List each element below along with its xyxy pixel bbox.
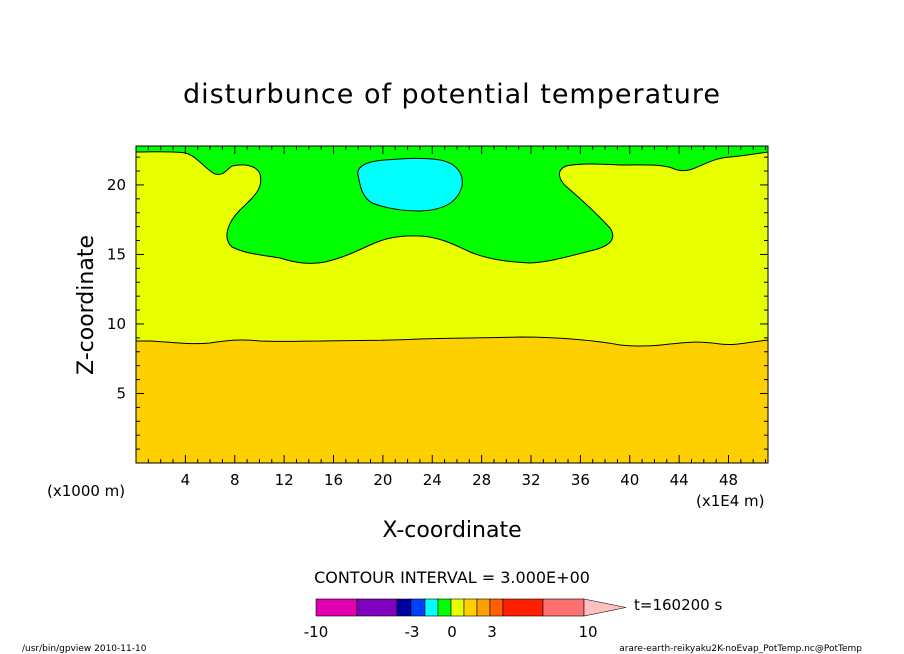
- x-tick-label: 12: [275, 471, 294, 489]
- x-tick-label: 20: [373, 471, 392, 489]
- colorbar-segment: [315, 598, 358, 617]
- x-tick-label: 44: [670, 471, 689, 489]
- y-tick-label: 10: [107, 315, 126, 333]
- x-tick-label: 48: [719, 471, 738, 489]
- colorbar-segment: [356, 598, 398, 617]
- x-tick-label: 36: [571, 471, 590, 489]
- contour-region-green: [135, 145, 769, 264]
- chart-title: disturbunce of potential temperature: [183, 79, 721, 110]
- colorbar-segment: [463, 598, 478, 617]
- x-tick-label: 16: [324, 471, 343, 489]
- colorbar-segment: [489, 598, 504, 617]
- x-tick-label: 4: [181, 471, 191, 489]
- x-tick-label: 40: [620, 471, 639, 489]
- y-unit-note: (x1000 m): [47, 482, 125, 500]
- colorbar: -10 -3 0 3 10: [304, 598, 627, 641]
- y-tick-label: 20: [107, 176, 126, 194]
- y-axis-label: Z-coordinate: [74, 235, 99, 375]
- colorbar-label: 3: [487, 623, 497, 641]
- contour-interval-text: CONTOUR INTERVAL = 3.000E+00: [314, 568, 590, 587]
- colorbar-label: 10: [578, 623, 597, 641]
- colorbar-segment: [410, 598, 426, 617]
- plot-frame: [135, 145, 769, 464]
- colorbar-segment: [396, 598, 412, 617]
- x-unit-note: (x1E4 m): [696, 492, 765, 510]
- x-tick-label: 32: [521, 471, 540, 489]
- colorbar-segment: [542, 598, 585, 617]
- colorbar-segment: [502, 598, 544, 617]
- colorbar-segment: [450, 598, 465, 617]
- footer-left: /usr/bin/gpview 2010-11-10: [22, 644, 147, 654]
- colorbar-label: -10: [304, 623, 329, 641]
- x-tick-label: 28: [472, 471, 491, 489]
- contour-region-cyan: [357, 157, 463, 212]
- colorbar-segment: [424, 598, 439, 617]
- colorbar-arrow: [583, 598, 627, 617]
- x-tick-label: 24: [423, 471, 442, 489]
- colorbar-label: -3: [405, 623, 420, 641]
- time-label: t=160200 s: [634, 596, 722, 614]
- colorbar-segment: [437, 598, 452, 617]
- footer-right: arare-earth-reikyaku2K-noEvap_PotTemp.nc…: [619, 644, 862, 654]
- y-tick-label: 15: [107, 245, 126, 263]
- colorbar-segment: [476, 598, 491, 617]
- colorbar-label: 0: [447, 623, 457, 641]
- x-axis-label: X-coordinate: [382, 518, 521, 543]
- x-tick-label: 8: [230, 471, 240, 489]
- y-tick-label: 5: [116, 384, 126, 402]
